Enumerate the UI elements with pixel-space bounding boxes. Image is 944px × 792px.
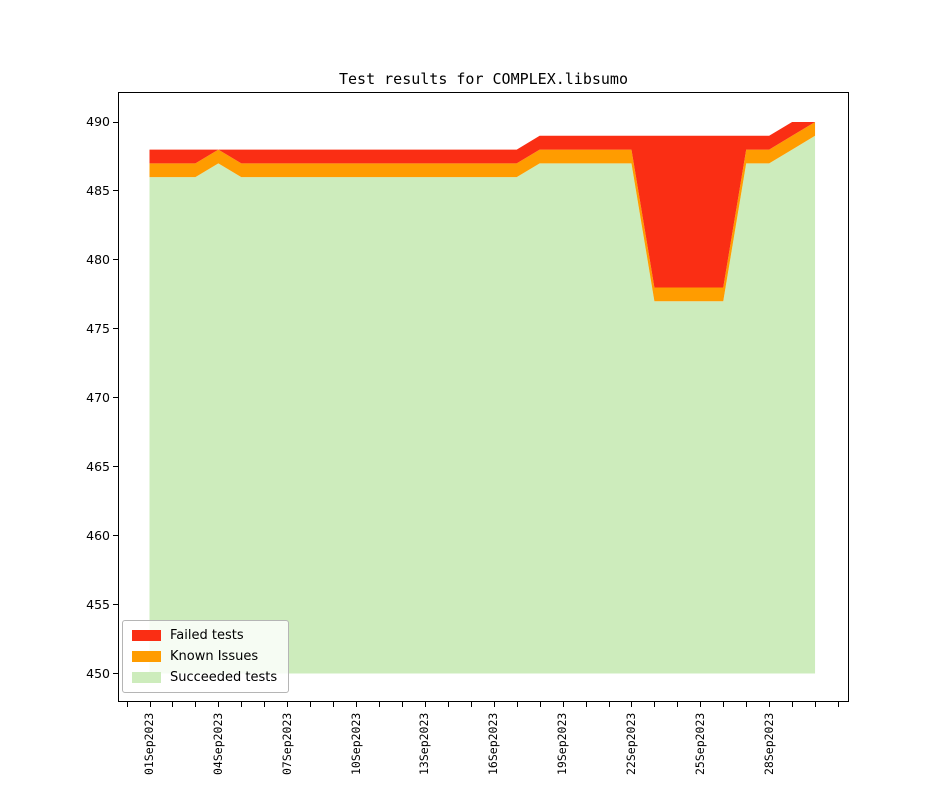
x-tick-label: 01Sep2023	[142, 712, 156, 775]
y-tick	[113, 259, 118, 261]
x-tick	[723, 702, 725, 707]
plot-area: 450 455 460 465 470 475 480 485 490 01Sep2023 04Se…	[86, 92, 849, 775]
x-tick-label: 04Sep2023	[210, 712, 225, 775]
area-known-issues	[149, 122, 816, 302]
y-tick	[113, 673, 118, 674]
x-tick-label: 19Sep2023	[555, 712, 570, 775]
x-tick	[241, 702, 243, 707]
x-tick	[700, 702, 702, 707]
chart-title: Test results for COMPLEX.libsumo	[339, 70, 628, 88]
y-tick	[113, 466, 118, 468]
legend-swatch-icon	[132, 672, 161, 683]
x-tick-label: 28Sep2023	[761, 712, 776, 775]
y-tick-label: 480	[86, 251, 110, 267]
x-tick	[608, 702, 610, 707]
x-tick	[333, 702, 335, 707]
x-tick-label: 10Sep2023	[348, 712, 363, 775]
area-succeeded-tests	[149, 135, 816, 674]
x-tick	[149, 702, 151, 707]
x-tick	[585, 702, 587, 707]
y-tick-label: 475	[86, 320, 110, 336]
x-tick	[401, 702, 403, 707]
x-tick-label: 16Sep2023	[486, 712, 501, 775]
x-tick-label: 13Sep2023	[417, 712, 432, 775]
x-tick	[539, 702, 541, 707]
x-tick	[356, 702, 358, 707]
legend-row: Known Issues	[132, 648, 277, 665]
x-tick	[792, 702, 794, 707]
x-tick	[815, 702, 817, 707]
x-tick	[195, 702, 197, 707]
y-tick	[113, 397, 118, 399]
y-tick	[113, 604, 118, 606]
x-tick	[264, 702, 266, 707]
y-tick-label: 450	[86, 665, 110, 681]
x-tick-label: 22Sep2023	[623, 712, 638, 775]
y-tick	[113, 535, 118, 537]
legend-row: Succeeded tests	[132, 669, 277, 686]
legend-swatch-icon	[132, 630, 161, 641]
x-tick	[838, 702, 839, 707]
x-tick	[172, 702, 174, 707]
legend-swatch-icon	[132, 651, 161, 662]
x-tick	[654, 702, 656, 707]
legend-label: Failed tests	[170, 628, 244, 643]
x-tick	[310, 702, 312, 707]
x-tick	[746, 702, 748, 707]
legend-row: Failed tests	[132, 627, 277, 644]
x-tick-label: 25Sep2023	[692, 712, 707, 775]
x-tick	[470, 702, 472, 707]
x-tick	[631, 702, 633, 707]
y-tick	[113, 190, 118, 192]
y-tick-label: 470	[86, 389, 110, 405]
y-tick-label: 460	[86, 527, 110, 543]
x-tick	[769, 702, 771, 707]
stacked-area-canvas	[149, 122, 816, 674]
x-tick	[126, 702, 128, 707]
x-tick	[218, 702, 220, 707]
axes-ticks: 450 455 460 465 470 475 480 485 490 01Sep2023 04Se…	[86, 92, 849, 792]
x-tick	[379, 702, 380, 707]
x-tick	[493, 702, 495, 707]
y-tick-label: 490	[86, 114, 110, 129]
x-tick	[447, 702, 449, 707]
x-tick	[287, 702, 289, 707]
x-tick	[562, 702, 564, 707]
x-tick	[677, 702, 679, 707]
x-tick	[424, 702, 426, 707]
y-tick	[113, 121, 118, 123]
legend-label: Succeeded tests	[170, 670, 278, 685]
y-tick	[113, 328, 118, 330]
legend: Failed tests Known Issues Succeeded tests	[122, 620, 290, 693]
x-tick	[516, 702, 518, 707]
y-tick-label: 455	[86, 596, 110, 612]
y-tick-label: 465	[86, 458, 110, 474]
legend-label: Known Issues	[170, 649, 259, 664]
area-failed-tests	[149, 122, 816, 288]
x-tick-label: 07Sep2023	[279, 712, 294, 775]
y-tick-label: 485	[86, 182, 110, 198]
